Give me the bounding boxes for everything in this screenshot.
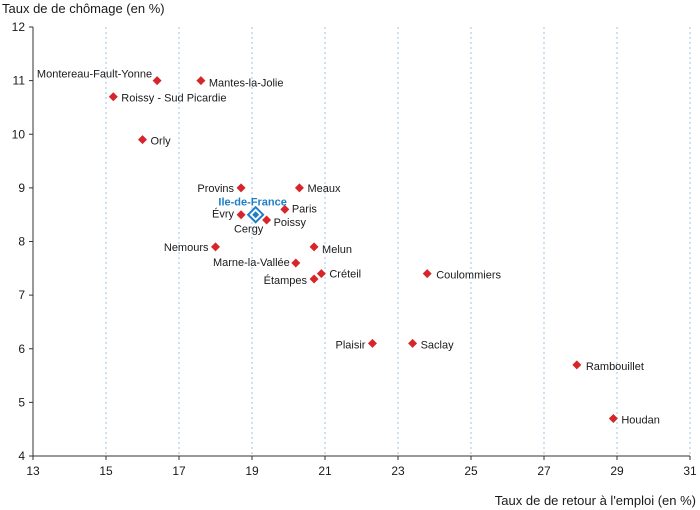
point-houdan xyxy=(608,413,618,423)
point-evry xyxy=(236,210,246,220)
point-label-provins: Provins xyxy=(197,183,234,195)
point-orly xyxy=(138,135,147,145)
point-rambouillet xyxy=(572,360,582,370)
x-tick-label: 29 xyxy=(610,464,624,478)
point-label-rambouillet: Rambouillet xyxy=(586,361,644,373)
point-label-paris: Paris xyxy=(292,203,318,215)
point-marne-la-vallee xyxy=(291,258,301,268)
point-label-poissy: Poissy xyxy=(274,217,307,229)
y-tick-label: 10 xyxy=(12,127,26,141)
point-label-montereau-fault-yonne: Montereau-Fault-Yonne xyxy=(37,69,152,81)
point-poissy xyxy=(262,215,272,225)
x-axis-title: Taux de de retour à l'emploi (en %) xyxy=(495,493,696,508)
y-tick-label: 7 xyxy=(18,288,25,302)
x-tick-label: 21 xyxy=(318,464,332,478)
point-label-coulommiers: Coulommiers xyxy=(436,270,501,282)
point-label-creteil: Créteil xyxy=(329,269,361,281)
point-meaux xyxy=(294,183,304,193)
point-label-cergy: Cergy xyxy=(234,224,264,236)
highlight-label-ile-de-france: Ile-de-France xyxy=(218,197,286,209)
point-label-orly: Orly xyxy=(151,136,172,148)
point-montereau-fault-yonne xyxy=(152,76,162,86)
point-label-meaux: Meaux xyxy=(307,183,341,195)
point-label-roissy-sud-picardie: Roissy - Sud Picardie xyxy=(121,93,226,105)
y-tick-label: 6 xyxy=(18,342,25,356)
point-label-melun: Melun xyxy=(322,244,352,256)
point-plaisir xyxy=(367,338,377,348)
point-label-mantes-la-jolie: Mantes-la-Jolie xyxy=(209,78,284,90)
x-tick-label: 15 xyxy=(99,464,113,478)
y-tick-label: 4 xyxy=(18,449,25,463)
axes xyxy=(29,26,691,460)
point-label-evry: Évry xyxy=(212,208,235,221)
x-tick-label: 19 xyxy=(245,464,259,478)
y-tick-label: 9 xyxy=(18,181,25,195)
point-saclay xyxy=(408,338,418,348)
highlight-point-core xyxy=(252,211,260,219)
point-paris xyxy=(280,204,290,214)
y-tick-label: 8 xyxy=(18,235,25,249)
x-tick-label: 31 xyxy=(683,464,697,478)
y-tick-label: 12 xyxy=(12,20,26,34)
y-tick-label: 11 xyxy=(13,74,26,88)
point-etampes xyxy=(309,274,319,284)
point-label-plaisir: Plaisir xyxy=(335,339,365,351)
x-tick-label: 27 xyxy=(537,464,551,478)
point-melun xyxy=(309,242,319,252)
data-points: Montereau-Fault-Yonne Mantes-la-Jolie Rois… xyxy=(37,69,660,427)
x-tick-label: 23 xyxy=(391,464,405,478)
point-label-houdan: Houdan xyxy=(621,414,660,426)
point-provins xyxy=(236,183,246,193)
point-nemours xyxy=(211,242,220,252)
point-label-saclay: Saclay xyxy=(421,339,455,351)
point-creteil xyxy=(316,269,326,279)
y-tick-label: 5 xyxy=(18,395,25,409)
point-label-etampes: Étampes xyxy=(264,274,308,287)
x-tick-label: 17 xyxy=(172,464,186,478)
point-roissy-sud-picardie xyxy=(108,92,118,102)
grid-lines xyxy=(105,27,691,456)
point-label-marne-la-vallee: Marne-la-Vallée xyxy=(213,257,290,269)
x-tick-label: 13 xyxy=(26,464,40,478)
x-tick-labels: 13 15 17 19 21 23 25 27 29 31 xyxy=(26,464,697,478)
point-coulommiers xyxy=(422,269,432,279)
x-tick-label: 25 xyxy=(464,464,478,478)
point-label-nemours: Nemours xyxy=(164,242,209,254)
y-tick-labels: 4 5 6 7 8 9 10 11 12 xyxy=(12,20,26,463)
point-mantes-la-jolie xyxy=(196,76,206,86)
y-axis-title: Taux de de chômage (en %) xyxy=(2,1,165,16)
